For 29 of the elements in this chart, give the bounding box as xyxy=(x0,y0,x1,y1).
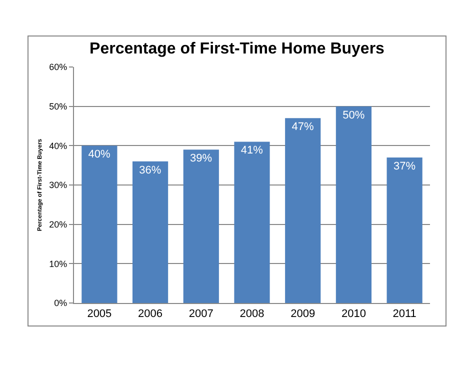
y-tick-label: 60% xyxy=(49,62,68,72)
y-tick-label: 10% xyxy=(49,258,68,269)
y-tick-label: 40% xyxy=(49,140,68,151)
x-tick-label: 2006 xyxy=(138,308,163,320)
data-label: 50% xyxy=(342,109,365,122)
y-tick-label: 30% xyxy=(49,180,68,190)
x-tick-label: 2005 xyxy=(87,308,112,320)
data-label: 39% xyxy=(190,152,212,165)
bar xyxy=(285,118,321,303)
y-tick-label: 50% xyxy=(49,101,68,112)
x-tick-label: 2009 xyxy=(290,308,316,320)
bar xyxy=(132,161,168,303)
x-tick-label: 2007 xyxy=(188,308,214,320)
bar xyxy=(183,150,219,303)
bar xyxy=(336,106,372,303)
x-tick-label: 2008 xyxy=(240,308,264,320)
y-tick-label: 20% xyxy=(49,219,68,230)
data-label: 40% xyxy=(88,148,111,161)
chart-title: Percentage of First-Time Home Buyers xyxy=(90,40,385,58)
data-label: 37% xyxy=(393,160,416,172)
data-label: 36% xyxy=(139,164,162,176)
y-tick-label: 0% xyxy=(54,298,68,308)
bar xyxy=(386,157,422,303)
bar xyxy=(82,146,118,303)
x-tick-label: 2010 xyxy=(341,308,366,320)
data-label: 47% xyxy=(292,121,314,134)
bar xyxy=(234,142,270,303)
data-label: 41% xyxy=(240,144,264,157)
x-tick-label: 2011 xyxy=(392,308,416,320)
